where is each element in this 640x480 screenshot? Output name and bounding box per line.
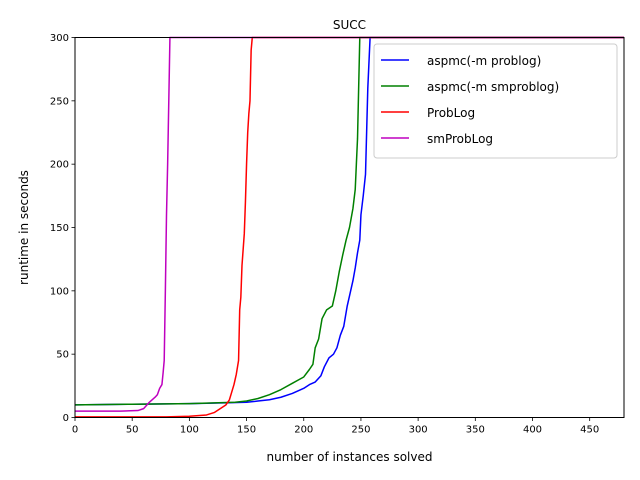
- legend-label-1: aspmc(-m smproblog): [427, 80, 559, 94]
- series-line-2: [75, 36, 624, 418]
- x-tick-label: 300: [409, 425, 428, 436]
- y-tick-label: 100: [50, 286, 69, 297]
- x-tick-label: 400: [523, 425, 542, 436]
- y-tick-label: 0: [63, 413, 69, 424]
- y-tick-label: 300: [50, 33, 69, 44]
- x-tick-label: 150: [237, 425, 256, 436]
- y-tick-label: 200: [50, 160, 69, 171]
- ticks-layer: 0 50 100 150 200 250 300 350 400 450 0 50 100 150 200 2…: [50, 33, 599, 436]
- legend: aspmc(-m problog) aspmc(-m smproblog) Prob…: [373, 43, 618, 159]
- y-tick-label: 50: [56, 350, 69, 361]
- x-tick-label: 0: [72, 425, 78, 436]
- y-tick-label: 250: [50, 96, 69, 107]
- series-line-3: [75, 36, 624, 412]
- legend-label-0: aspmc(-m problog): [427, 54, 541, 68]
- legend-label-2: ProbLog: [427, 106, 475, 120]
- legend-label-3: smProbLog: [427, 132, 493, 146]
- legend-box: [373, 43, 618, 159]
- x-tick-label: 250: [351, 425, 370, 436]
- x-tick-label: 100: [180, 425, 199, 436]
- x-tick-label: 50: [126, 425, 139, 436]
- y-tick-label: 150: [50, 223, 69, 234]
- x-tick-label: 350: [466, 425, 485, 436]
- series-line-0: [74, 36, 624, 406]
- chart-title: SUCC: [333, 18, 366, 32]
- x-tick-label: 200: [294, 425, 313, 436]
- series-line-1: [74, 36, 624, 406]
- x-tick-label: 450: [580, 425, 599, 436]
- x-axis-label: number of instances solved: [267, 450, 433, 464]
- series-layer: [74, 36, 624, 418]
- y-axis-label: runtime in seconds: [17, 170, 31, 285]
